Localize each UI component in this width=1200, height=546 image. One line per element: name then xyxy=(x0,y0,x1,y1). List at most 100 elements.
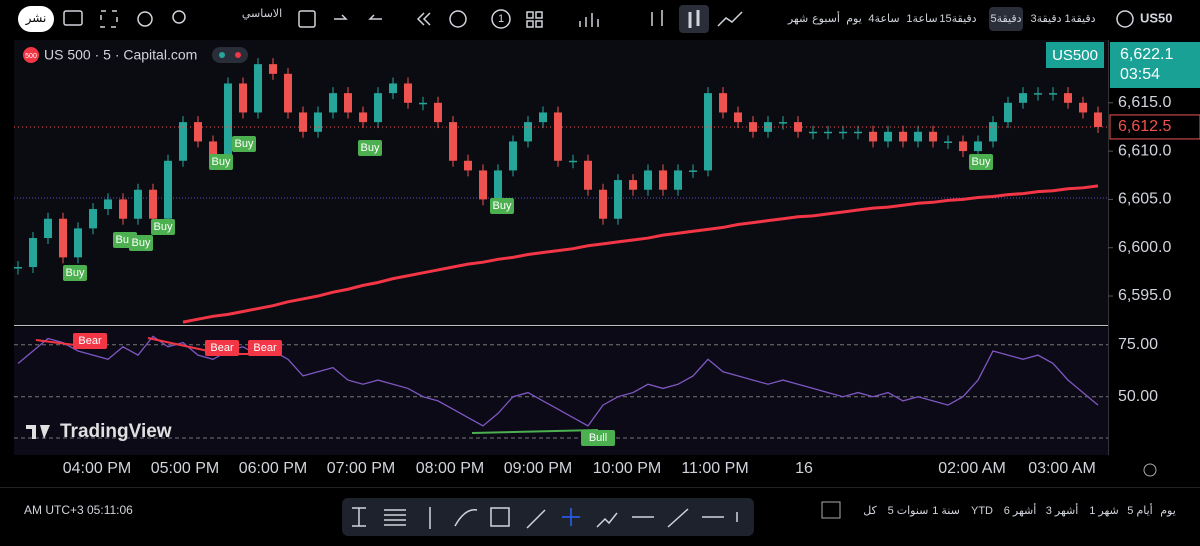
publish-button[interactable] xyxy=(18,6,54,32)
candle xyxy=(239,83,247,113)
count-icon[interactable] xyxy=(491,9,511,29)
candle xyxy=(419,102,427,105)
alert-icon[interactable] xyxy=(172,10,186,24)
timeframe[interactable]: 15دقيقة xyxy=(939,13,976,25)
x-tick-label: 03:00 AM xyxy=(1028,460,1096,477)
x-tick-label: 07:00 PM xyxy=(327,460,395,477)
candle xyxy=(329,93,337,113)
timeframe[interactable]: 4ساعة xyxy=(868,13,899,25)
axis-settings-icon[interactable] xyxy=(1143,463,1157,477)
candle xyxy=(374,93,382,123)
clock: AM UTC+3 05:11:06 xyxy=(24,503,133,517)
candle xyxy=(209,141,217,161)
text-tool[interactable] xyxy=(352,507,366,527)
logo-text[interactable]: TradingView xyxy=(60,421,172,442)
candle xyxy=(989,122,997,142)
y-tick-label: 6,615.0 xyxy=(1118,94,1171,111)
grid-icon[interactable] xyxy=(526,11,534,19)
candle xyxy=(179,122,187,161)
candle xyxy=(914,131,922,142)
candle xyxy=(14,267,22,269)
range-button[interactable]: يوم xyxy=(1160,505,1176,517)
layout-icon[interactable] xyxy=(298,10,316,28)
undo-redo-icon[interactable] xyxy=(334,14,382,20)
candle xyxy=(1004,102,1012,123)
candle xyxy=(644,170,652,190)
range-button[interactable]: 1 سنة xyxy=(932,505,960,517)
fullscreen-icon[interactable] xyxy=(100,10,118,28)
timeframe[interactable]: 3دقيقة xyxy=(1030,13,1061,25)
timeframe[interactable]: أسبوع xyxy=(812,11,840,25)
rsi-signal-label: Bull xyxy=(589,432,607,444)
symbol-search[interactable]: US50 xyxy=(1140,10,1173,25)
buy-signal xyxy=(969,154,993,170)
rsi-signal-label: Bear xyxy=(253,342,277,354)
status-pill xyxy=(212,47,248,63)
line-icon[interactable] xyxy=(717,11,743,27)
range-button[interactable]: 5 أيام xyxy=(1127,503,1152,517)
candle xyxy=(854,131,862,134)
add-icon[interactable] xyxy=(1116,10,1134,28)
range-button[interactable]: 5 سنوات xyxy=(888,505,929,517)
candle xyxy=(104,199,112,210)
candle xyxy=(524,122,532,142)
timer-icon[interactable] xyxy=(449,10,467,28)
buy-signal xyxy=(63,265,87,281)
candle xyxy=(44,218,52,239)
cross-tool[interactable] xyxy=(562,508,580,526)
candle xyxy=(944,141,952,143)
indicators-icon[interactable] xyxy=(579,13,599,27)
brush-tool[interactable] xyxy=(454,509,478,527)
range-button[interactable]: 3 أشهر xyxy=(1046,503,1079,517)
fib-tool[interactable] xyxy=(384,509,406,526)
range-button[interactable]: كل xyxy=(863,505,877,517)
trend-tool[interactable] xyxy=(667,508,689,528)
candle xyxy=(254,64,262,113)
buy-signal xyxy=(358,140,382,156)
candle xyxy=(164,160,172,219)
candle xyxy=(1019,93,1027,103)
candle xyxy=(1034,93,1042,95)
candle xyxy=(359,112,367,123)
symbol-legend: US 500 · 5 · Capital.com xyxy=(44,47,197,63)
publish-label[interactable]: نشر xyxy=(25,11,47,26)
timeframe[interactable]: 1ساعة xyxy=(906,13,937,25)
candle xyxy=(449,122,457,161)
range-button[interactable]: 6 أشهر xyxy=(1004,503,1037,517)
candle xyxy=(899,131,907,142)
path-tool[interactable] xyxy=(596,512,618,528)
layout-name[interactable]: الاساسي xyxy=(242,8,282,20)
symbol-badge-text: 500 xyxy=(25,53,37,60)
candle xyxy=(674,170,682,190)
candle-type-active[interactable] xyxy=(679,5,709,33)
ray-tool[interactable] xyxy=(526,509,546,529)
range-button[interactable]: YTD xyxy=(971,505,993,517)
candle xyxy=(134,189,142,219)
rect-tool[interactable] xyxy=(490,507,510,527)
range-button[interactable]: 1 شهر xyxy=(1089,505,1119,517)
candle xyxy=(74,228,82,258)
bars-icon[interactable] xyxy=(651,10,663,26)
interval-count[interactable]: 1 xyxy=(498,13,504,25)
timeframe[interactable]: 1دقيقة xyxy=(1064,13,1095,25)
timeframe[interactable]: يوم xyxy=(846,13,862,25)
camera-icon[interactable] xyxy=(63,10,83,26)
candle xyxy=(809,131,817,134)
candle xyxy=(569,160,577,163)
candle xyxy=(659,170,667,190)
x-tick-label: 02:00 AM xyxy=(938,460,1006,477)
y-tick-label: 6,595.0 xyxy=(1118,287,1171,304)
timeframe[interactable]: شهر xyxy=(787,13,808,25)
x-tick-label: 05:00 PM xyxy=(151,460,219,477)
candle xyxy=(494,170,502,200)
candle xyxy=(779,122,787,124)
symbol-badge xyxy=(23,47,39,63)
replay-icon[interactable] xyxy=(416,12,431,26)
candle xyxy=(869,131,877,142)
settings-icon[interactable] xyxy=(137,11,153,27)
x-tick-label: 10:00 PM xyxy=(593,460,661,477)
timeframe[interactable]: 5دقيقة xyxy=(990,13,1021,25)
x-tick-label: 06:00 PM xyxy=(239,460,307,477)
candle xyxy=(1079,102,1087,113)
date-range-icon[interactable] xyxy=(821,501,841,519)
